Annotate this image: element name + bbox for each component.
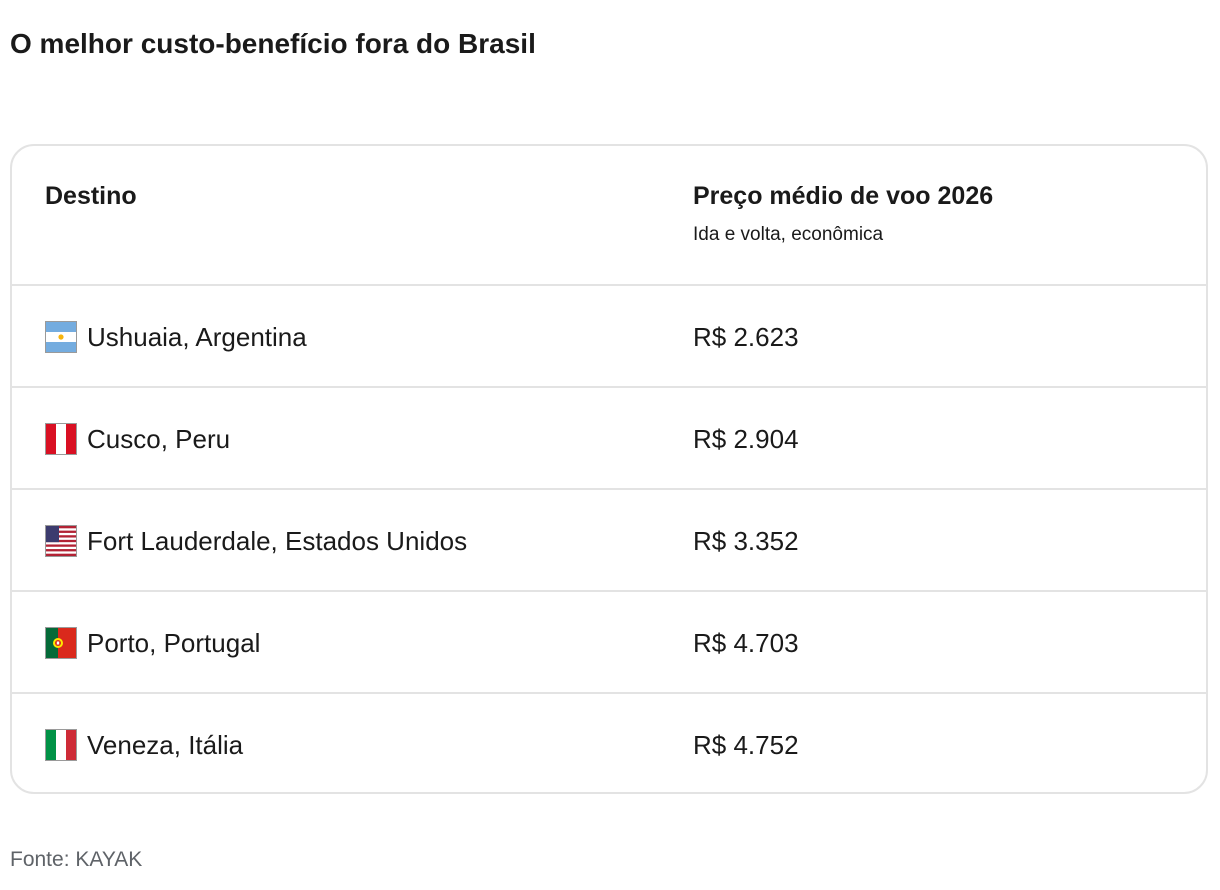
portugal-flag-icon	[45, 627, 77, 659]
argentina-flag-icon	[45, 321, 77, 353]
table-row: Porto, Portugal R$ 4.703	[12, 592, 1206, 694]
table-row: Veneza, Itália R$ 4.752	[12, 694, 1206, 792]
price-cell: R$ 2.904	[693, 424, 799, 454]
price-cell: R$ 3.352	[693, 526, 799, 556]
italy-flag-icon	[45, 729, 77, 761]
usa-flag-icon	[45, 525, 77, 557]
table-row: Fort Lauderdale, Estados Unidos R$ 3.352	[12, 490, 1206, 592]
destination-cell: Veneza, Itália	[87, 730, 244, 760]
table-row: Cusco, Peru R$ 2.904	[12, 388, 1206, 490]
source-note: Fonte: KAYAK	[10, 848, 143, 871]
destination-column-header: Destino	[45, 182, 137, 210]
price-table: Destino Preço médio de voo 2026 Ida e vo…	[10, 144, 1208, 794]
table-header: Destino Preço médio de voo 2026 Ida e vo…	[12, 146, 1206, 286]
peru-flag-icon	[45, 423, 77, 455]
page-title: O melhor custo-benefício fora do Brasil	[10, 28, 536, 59]
table-row: Ushuaia, Argentina R$ 2.623	[12, 286, 1206, 388]
destination-cell: Fort Lauderdale, Estados Unidos	[87, 526, 468, 556]
price-column-header: Preço médio de voo 2026	[693, 182, 994, 210]
price-cell: R$ 2.623	[693, 322, 799, 352]
price-cell: R$ 4.703	[693, 628, 799, 658]
destination-cell: Porto, Portugal	[87, 628, 261, 658]
price-cell: R$ 4.752	[693, 730, 799, 760]
destination-cell: Ushuaia, Argentina	[87, 322, 307, 352]
destination-cell: Cusco, Peru	[87, 424, 231, 454]
price-column-subheader: Ida e volta, econômica	[693, 224, 884, 245]
